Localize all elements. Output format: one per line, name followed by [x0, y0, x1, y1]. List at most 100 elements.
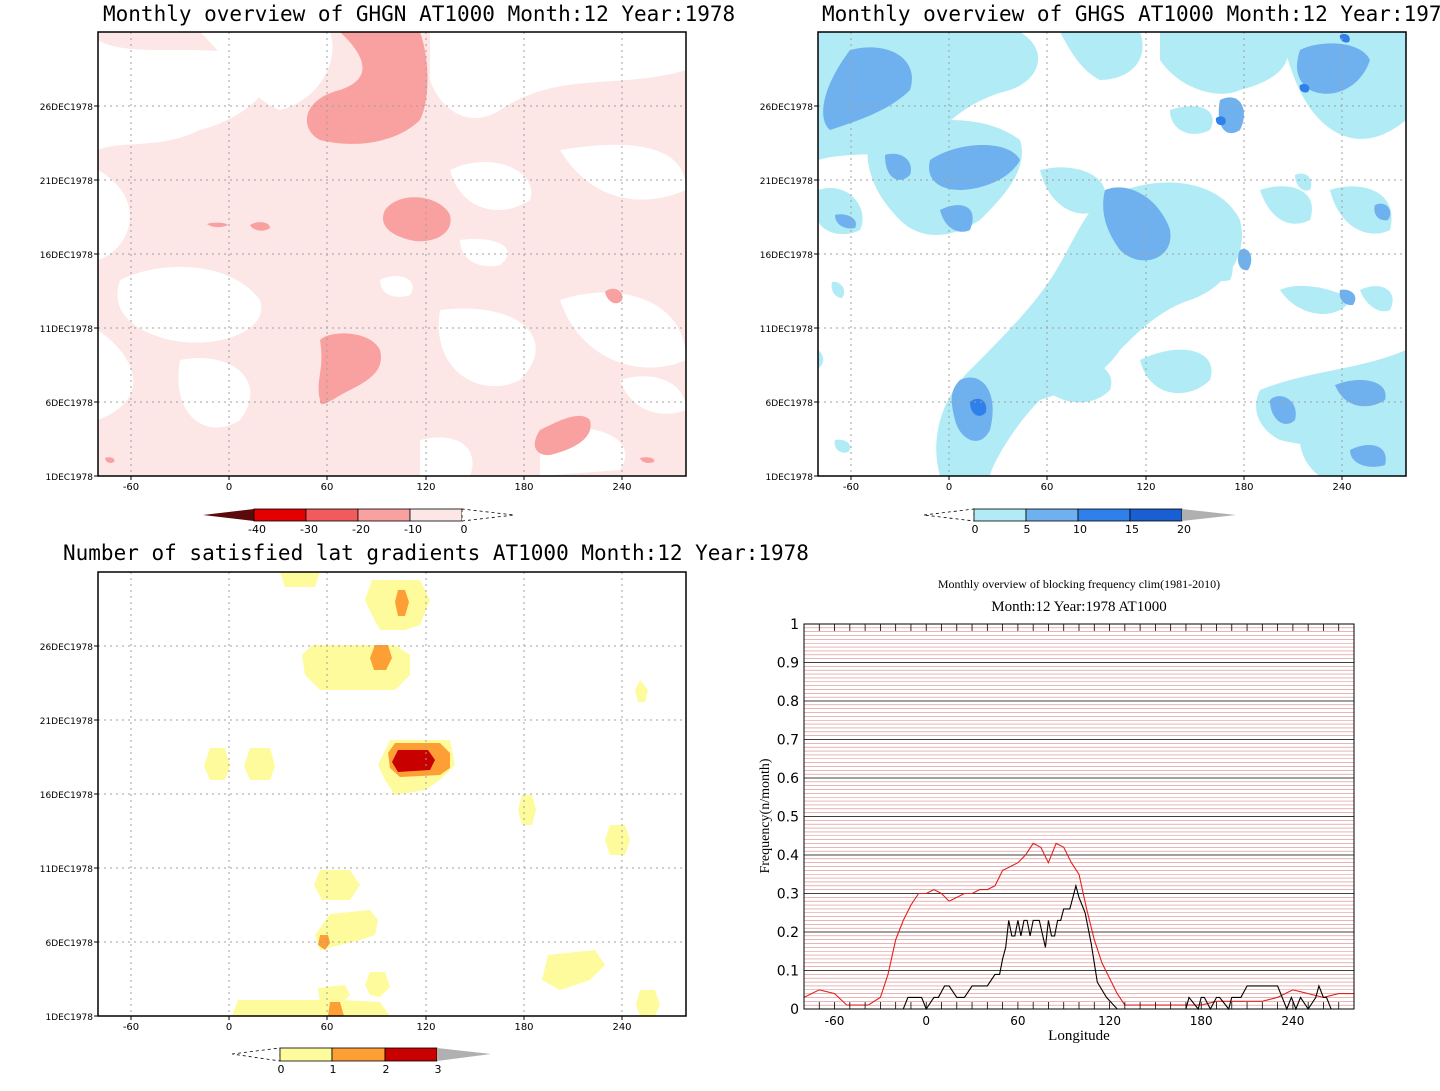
- chart-series: [803, 842, 1354, 1011]
- ghgn-heatmap: 1DEC1978 6DEC1978 11DEC1978 16DEC1978 21…: [40, 31, 687, 536]
- y-tick-label: 0.4: [777, 848, 799, 864]
- x-tick-label: 180: [514, 1022, 533, 1033]
- chart-x-axis-label: Longitude: [1048, 1028, 1110, 1044]
- climatology-line: [803, 842, 1354, 1006]
- x-tick-label: 0: [226, 482, 232, 493]
- x-tick-label: 60: [1041, 482, 1054, 493]
- ghgs-colorbar: [923, 508, 1236, 522]
- colorbar-label: -10: [404, 523, 422, 536]
- y-tick-label: 1: [790, 617, 799, 633]
- lat-grad-colorbar: [231, 1047, 491, 1062]
- x-tick-label: 0: [226, 1022, 232, 1033]
- ghgn-colorbar: [203, 508, 515, 522]
- lat-grad-x-tick-labels: -60 0 60 120 180 240: [123, 1022, 632, 1033]
- x-tick-label: 240: [1332, 482, 1351, 493]
- lat-grad-gridlines: [98, 572, 686, 1016]
- y-tick-label: 0.7: [777, 733, 799, 749]
- colorbar-label: 1: [330, 1063, 337, 1076]
- colorbar-label: 15: [1125, 523, 1139, 536]
- colorbar-label: 3: [435, 1063, 442, 1076]
- ghgn-colorbar-labels: -40 -30 -20 -10 0: [248, 523, 467, 536]
- colorbar-label: 0: [278, 1063, 285, 1076]
- y-tick-label: 1DEC1978: [45, 473, 93, 483]
- panel-title-lat-gradients: Number of satisfied lat gradients AT1000…: [63, 541, 809, 565]
- lat-grad-level3-regions: [392, 750, 435, 772]
- x-tick-label: 240: [612, 1022, 631, 1033]
- lat-gradients-heatmap: 1DEC1978 6DEC1978 11DEC1978 16DEC1978 21…: [40, 571, 687, 1076]
- x-tick-label: 180: [1234, 482, 1253, 493]
- ghgn-gridlines: [98, 32, 686, 476]
- x-tick-label: 0: [946, 482, 952, 493]
- chart-ticks: [803, 624, 1355, 1009]
- y-tick-label: 26DEC1978: [760, 103, 814, 113]
- y-tick-label: 0.9: [777, 656, 799, 672]
- x-tick-label: -60: [123, 1022, 139, 1033]
- chart-title: Monthly overview of blocking frequency c…: [938, 577, 1220, 591]
- y-tick-label: 11DEC1978: [40, 865, 94, 875]
- x-tick-label: 60: [1010, 1014, 1025, 1028]
- colorbar-label: 0: [461, 523, 468, 536]
- x-tick-label: 180: [514, 482, 533, 493]
- y-tick-label: 0.6: [777, 771, 799, 787]
- x-tick-label: 240: [1281, 1014, 1304, 1028]
- y-tick-label: 0.5: [777, 810, 799, 826]
- y-tick-label: 21DEC1978: [40, 717, 94, 727]
- colorbar-label: 5: [1024, 523, 1031, 536]
- y-tick-label: 1DEC1978: [765, 473, 813, 483]
- y-tick-label: 6DEC1978: [765, 399, 813, 409]
- lat-grad-colorbar-labels: 0 1 2 3: [278, 1063, 442, 1076]
- x-tick-label: 240: [612, 482, 631, 493]
- y-tick-label: 21DEC1978: [760, 177, 814, 187]
- x-tick-label: -60: [123, 482, 139, 493]
- colorbar-label: 10: [1073, 523, 1087, 536]
- y-tick-label: 0.2: [777, 925, 799, 941]
- y-tick-label: 1DEC1978: [45, 1013, 93, 1023]
- ghgn-ticks: [94, 105, 623, 480]
- colorbar-label: -40: [248, 523, 266, 536]
- y-tick-label: 21DEC1978: [40, 177, 94, 187]
- colorbar-label: -20: [352, 523, 370, 536]
- y-tick-label: 0.1: [777, 964, 799, 980]
- y-tick-label: 11DEC1978: [40, 325, 94, 335]
- panel-title-ghgn: Monthly overview of GHGN AT1000 Month:12…: [103, 2, 736, 26]
- ghgs-x-tick-labels: -60 0 60 120 180 240: [843, 482, 1352, 493]
- colorbar-label: -30: [300, 523, 318, 536]
- ghgn-x-tick-labels: -60 0 60 120 180 240: [123, 482, 632, 493]
- y-tick-label: 6DEC1978: [45, 939, 93, 949]
- ghgs-medium-regions: [823, 43, 1391, 467]
- x-tick-label: 60: [321, 482, 334, 493]
- x-tick-label: 120: [1136, 482, 1155, 493]
- chart-x-tick-labels: -60 0 60 120 180 240: [825, 1014, 1305, 1028]
- colorbar-label: 2: [383, 1063, 390, 1076]
- chart-y-axis-label: Frequency(n/month): [758, 758, 773, 873]
- ghgs-y-tick-labels: 1DEC1978 6DEC1978 11DEC1978 16DEC1978 21…: [760, 103, 814, 483]
- ghgn-white-regions: [98, 32, 686, 476]
- x-tick-label: 60: [321, 1022, 334, 1033]
- blocking-frequency-chart: Monthly overview of blocking frequency c…: [758, 577, 1355, 1044]
- y-tick-label: 16DEC1978: [40, 251, 94, 261]
- colorbar-label: 20: [1177, 523, 1191, 536]
- y-tick-label: 0.3: [777, 887, 799, 903]
- lat-grad-ticks: [94, 645, 623, 1020]
- x-tick-label: 0: [922, 1014, 930, 1028]
- chart-y-tick-labels: 0 0.1 0.2 0.3 0.4 0.5 0.6 0.7 0.8 0.9 1: [777, 617, 799, 1018]
- x-tick-label: 180: [1190, 1014, 1213, 1028]
- chart-subtitle: Month:12 Year:1978 AT1000: [991, 599, 1166, 615]
- ghgn-negative-regions: [105, 32, 655, 463]
- x-tick-label: 120: [1098, 1014, 1121, 1028]
- panel-title-ghgs: Monthly overview of GHGS AT1000 Month:12…: [822, 2, 1440, 26]
- ghgn-y-tick-labels: 1DEC1978 6DEC1978 11DEC1978 16DEC1978 21…: [40, 103, 94, 483]
- y-tick-label: 0.8: [777, 694, 799, 710]
- ghgs-gridlines: [818, 32, 1406, 476]
- lat-grad-y-tick-labels: 1DEC1978 6DEC1978 11DEC1978 16DEC1978 21…: [40, 643, 94, 1023]
- y-tick-label: 11DEC1978: [760, 325, 814, 335]
- y-tick-label: 16DEC1978: [40, 791, 94, 801]
- y-tick-label: 26DEC1978: [40, 643, 94, 653]
- x-tick-label: 120: [416, 482, 435, 493]
- x-tick-label: -60: [825, 1014, 845, 1028]
- ghgs-ticks: [814, 105, 1343, 480]
- y-tick-label: 16DEC1978: [760, 251, 814, 261]
- x-tick-label: 120: [416, 1022, 435, 1033]
- x-tick-label: -60: [843, 482, 859, 493]
- chart-gridlines: [804, 627, 1354, 1006]
